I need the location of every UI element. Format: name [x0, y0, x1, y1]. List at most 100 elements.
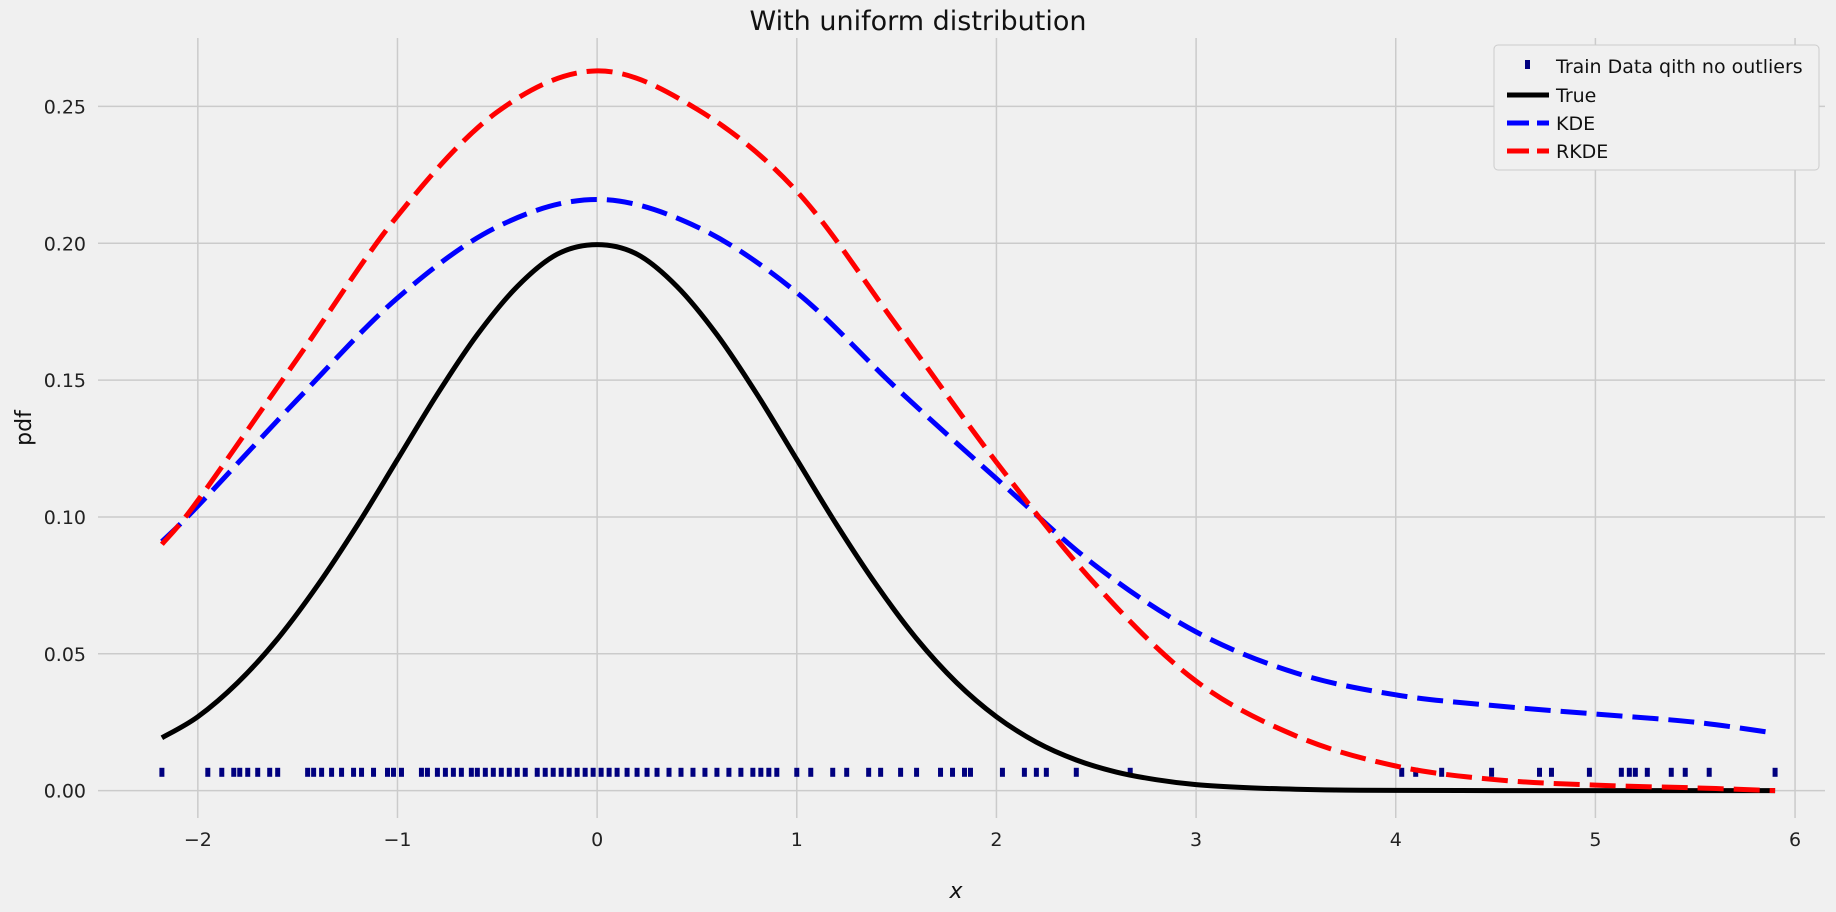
data-point — [574, 767, 580, 777]
data-point — [458, 767, 464, 777]
y-tick-label: 0.00 — [44, 781, 86, 803]
data-point — [582, 767, 588, 777]
data-point — [1127, 767, 1133, 777]
data-point — [474, 767, 480, 777]
data-point — [726, 767, 732, 777]
data-point — [999, 767, 1005, 777]
data-point — [359, 767, 365, 777]
data-point — [1489, 767, 1495, 777]
data-point — [1043, 767, 1049, 777]
data-point — [514, 767, 520, 777]
data-point — [1548, 767, 1554, 777]
data-point — [205, 767, 211, 777]
data-point — [305, 767, 311, 777]
data-point — [830, 767, 836, 777]
data-point — [384, 767, 390, 777]
legend: Train Data qith no outliers True KDE RKD… — [1493, 44, 1820, 171]
data-point — [245, 767, 251, 777]
x-tick-label: −1 — [383, 829, 411, 851]
data-point — [678, 767, 684, 777]
data-point — [766, 767, 772, 777]
data-point — [237, 767, 243, 777]
data-point — [654, 767, 660, 777]
data-point — [1626, 767, 1632, 777]
data-point — [1586, 767, 1592, 777]
data-point — [311, 767, 317, 777]
data-point — [1536, 767, 1542, 777]
data-point — [558, 767, 564, 777]
data-point — [219, 767, 225, 777]
data-point — [329, 767, 335, 777]
data-point — [506, 767, 512, 777]
data-point — [339, 767, 345, 777]
data-point — [914, 767, 920, 777]
data-point — [750, 767, 756, 777]
data-point — [666, 767, 672, 777]
y-tick-label: 0.05 — [44, 644, 86, 666]
data-point — [1073, 767, 1079, 777]
data-point — [714, 767, 720, 777]
data-point — [1682, 767, 1688, 777]
y-tick-label: 0.10 — [44, 507, 86, 529]
series-line-true — [160, 242, 1776, 794]
y-tick-labels: 0.00 0.05 0.10 0.15 0.20 0.25 — [44, 96, 86, 802]
legend-marker-train — [1525, 60, 1530, 69]
data-point — [1706, 767, 1712, 777]
y-axis-label: pdf — [12, 409, 37, 446]
data-point — [534, 767, 540, 777]
data-point — [1021, 767, 1027, 777]
data-point — [498, 767, 504, 777]
data-point — [424, 767, 430, 777]
x-axis-label: x — [948, 879, 963, 904]
data-point — [866, 767, 872, 777]
legend-label-true: True — [1555, 85, 1596, 107]
x-tick-label: 4 — [1390, 829, 1402, 851]
data-point — [938, 767, 944, 777]
data-point — [950, 767, 956, 777]
data-point — [398, 767, 404, 777]
data-point — [434, 767, 440, 777]
data-point — [450, 767, 456, 777]
data-point — [844, 767, 850, 777]
data-point — [758, 767, 764, 777]
data-point — [614, 767, 620, 777]
data-point — [1644, 767, 1650, 777]
data-point — [351, 767, 357, 777]
x-tick-label: 2 — [990, 829, 1002, 851]
data-point — [606, 767, 612, 777]
y-tick-label: 0.15 — [44, 370, 86, 392]
data-point — [808, 767, 814, 777]
legend-label-kde: KDE — [1556, 113, 1595, 135]
data-point — [644, 767, 650, 777]
legend-label-train: Train Data qith no outliers — [1555, 56, 1803, 78]
legend-box — [1493, 44, 1820, 171]
data-point — [390, 767, 396, 777]
data-point — [522, 767, 528, 777]
legend-label-rkde: RKDE — [1556, 141, 1608, 163]
series-line-rkde — [159, 68, 1776, 794]
data-point — [1668, 767, 1674, 777]
data-point — [482, 767, 488, 777]
data-point — [418, 767, 424, 777]
data-point — [690, 767, 696, 777]
chart-title: With uniform distribution — [749, 6, 1086, 37]
x-tick-labels: −2 −1 0 1 2 3 4 5 6 — [184, 829, 1801, 851]
x-tick-label: 1 — [791, 829, 803, 851]
data-point — [468, 767, 474, 777]
data-point — [967, 767, 973, 777]
series-layer — [159, 68, 1778, 794]
data-point — [624, 767, 630, 777]
data-point — [1632, 767, 1638, 777]
data-point — [774, 767, 780, 777]
data-point — [490, 767, 496, 777]
data-point — [702, 767, 708, 777]
data-point — [550, 767, 556, 777]
data-point — [371, 767, 377, 777]
x-tick-label: 5 — [1589, 829, 1601, 851]
data-point — [275, 767, 281, 777]
data-point — [267, 767, 273, 777]
x-tick-label: 6 — [1789, 829, 1801, 851]
y-tick-label: 0.20 — [44, 233, 86, 255]
data-point — [1033, 767, 1039, 777]
